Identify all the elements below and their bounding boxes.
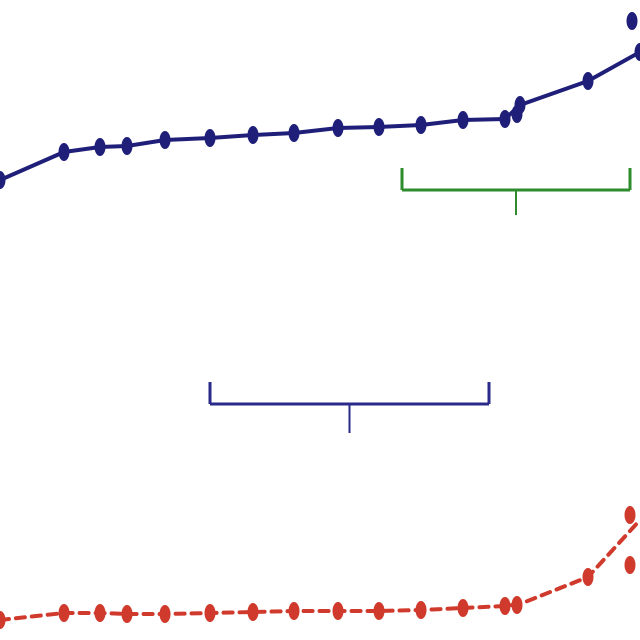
data-point-s0-10	[415, 116, 427, 134]
data-point-s0-3	[121, 137, 133, 155]
data-point-s1-16	[624, 506, 636, 524]
data-point-s0-6	[247, 126, 259, 144]
data-point-s1-1	[58, 604, 70, 622]
data-point-s1-12	[499, 597, 511, 615]
data-point-s0-15	[582, 72, 594, 90]
data-point-s0-4	[159, 131, 171, 149]
data-point-s0-7	[288, 124, 300, 142]
data-point-s1-7	[288, 602, 300, 620]
series-points	[0, 12, 640, 629]
bracket-0	[400, 168, 632, 215]
data-point-s0-11	[457, 111, 469, 129]
series-line-1	[0, 518, 640, 622]
series-lines	[0, 50, 640, 622]
data-point-s0-9	[373, 118, 385, 136]
data-point-s1-9	[373, 602, 385, 620]
data-point-s1-3	[121, 605, 133, 623]
data-point-s1-14	[582, 568, 594, 586]
brackets-layer	[208, 168, 632, 433]
data-point-s1-0	[0, 611, 6, 629]
bracket-1	[208, 382, 491, 433]
data-point-s0-1	[58, 143, 70, 161]
series-line-0	[0, 50, 640, 182]
data-point-s0-2	[94, 138, 106, 156]
data-point-s1-13	[511, 596, 523, 614]
data-point-s0-17	[634, 43, 640, 61]
data-point-s1-4	[159, 605, 171, 623]
data-point-s1-5	[204, 604, 216, 622]
data-point-s1-8	[332, 602, 344, 620]
data-point-s1-15	[624, 556, 636, 574]
data-point-s0-16	[626, 12, 638, 30]
data-point-s0-5	[204, 129, 216, 147]
data-point-s1-2	[94, 604, 106, 622]
data-point-s0-14	[514, 96, 526, 114]
data-point-s0-12	[499, 110, 511, 128]
data-point-s0-8	[332, 119, 344, 137]
data-point-s1-10	[415, 601, 427, 619]
data-point-s1-6	[247, 603, 259, 621]
data-point-s1-11	[457, 599, 469, 617]
data-point-s0-0	[0, 171, 6, 189]
